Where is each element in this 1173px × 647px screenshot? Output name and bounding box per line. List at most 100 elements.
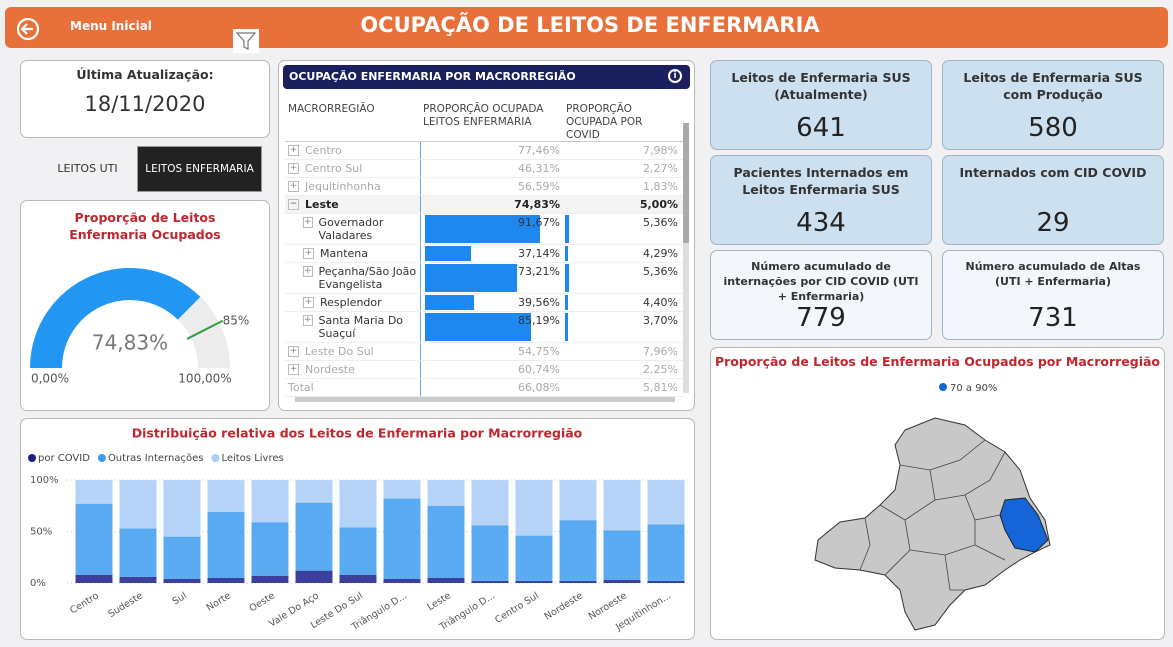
cell: 2,27% <box>563 160 681 177</box>
cell-value: 7,96% <box>643 345 678 358</box>
row-header: + Mantena <box>285 245 420 262</box>
info-icon[interactable]: i <box>668 69 682 83</box>
row-label: Leste Do Sul <box>305 345 374 358</box>
table-row: + Jequitinhonha 56,59% 1,83% <box>285 178 685 196</box>
table-row: + Leste Do Sul 54,75% 7,96% <box>285 343 685 361</box>
data-bar <box>565 264 570 292</box>
cell-value: 77,46% <box>518 144 560 157</box>
cell: 5,36% <box>563 214 681 244</box>
expand-icon[interactable]: + <box>288 181 299 192</box>
row-label: Resplendor <box>320 296 382 309</box>
cell-value: 2,27% <box>643 162 678 175</box>
row-label: Total <box>288 381 314 394</box>
kpi-value: 731 <box>1028 303 1078 333</box>
data-bar <box>425 215 540 243</box>
table-title: OCUPAÇÃO ENFERMARIA POR MACRORREGIÃO <box>289 70 576 83</box>
cell: 1,83% <box>563 178 681 195</box>
cell: 46,31% <box>420 160 563 177</box>
kpi-title: Número acumulado de Altas (UTI + Enferma… <box>965 260 1141 288</box>
cell: 3,70% <box>563 312 681 342</box>
row-header: + Nordeste <box>285 361 420 378</box>
table-row: Total 66,08% 5,81% <box>285 379 685 397</box>
cell: 7,98% <box>563 142 681 159</box>
expand-icon[interactable]: + <box>303 266 313 277</box>
table-row: + Peçanha/São João Evangelista 73,21% 5,36% <box>285 263 685 294</box>
cell: 5,36% <box>563 263 681 293</box>
table-row: + Nordeste 60,74% 2,25% <box>285 361 685 379</box>
toggle-option[interactable]: LEITOS UTI <box>57 162 118 175</box>
kpi-card: Número acumulado de Altas (UTI + Enferma… <box>942 250 1164 340</box>
table-row: + Resplendor 39,56% 4,40% <box>285 294 685 312</box>
cell: 66,08% <box>420 379 563 396</box>
table-card: OCUPAÇÃO ENFERMARIA POR MACRORREGIÃO i M… <box>278 60 695 411</box>
cell-value: 73,21% <box>518 265 560 278</box>
column-header: PROPORÇÃO OCUPADA POR COVID <box>566 103 643 141</box>
data-bar <box>425 313 532 341</box>
expand-icon[interactable]: + <box>303 248 314 259</box>
cell-value: 7,98% <box>643 144 678 157</box>
h-scrollbar[interactable] <box>295 397 675 402</box>
expand-icon[interactable]: − <box>288 199 299 210</box>
cell: 4,29% <box>563 245 681 262</box>
cell-value: 4,40% <box>643 296 678 309</box>
row-header: + Jequitinhonha <box>285 178 420 195</box>
cell: 85,19% <box>420 312 563 342</box>
cell-value: 3,70% <box>643 314 678 327</box>
row-label: Nordeste <box>305 363 355 376</box>
cell: 7,96% <box>563 343 681 360</box>
kpi-title: Leitos de Enfermaria SUS (Atualmente) <box>731 70 911 102</box>
expand-icon[interactable]: + <box>288 364 299 375</box>
scroll-thumb[interactable] <box>683 123 689 243</box>
expand-icon[interactable]: + <box>288 346 299 357</box>
kpi-title: Pacientes Internados em Leitos Enfermari… <box>733 165 909 197</box>
back-icon[interactable] <box>16 17 40 41</box>
last-update-card: Última Atualização: 18/11/2020 <box>20 60 270 138</box>
row-label: Centro Sul <box>305 162 363 175</box>
expand-icon[interactable]: + <box>303 315 313 326</box>
cell-value: 85,19% <box>518 314 560 327</box>
kpi-card: Leitos de Enfermaria SUS com Produção 580 <box>942 60 1164 150</box>
expand-icon[interactable]: + <box>288 163 299 174</box>
cell: 60,74% <box>420 361 563 378</box>
cell-value: 2,25% <box>643 363 678 376</box>
data-bar <box>565 295 569 310</box>
table-row: + Centro Sul 46,31% 2,27% <box>285 160 685 178</box>
kpi-value: 779 <box>796 303 846 333</box>
expand-icon[interactable]: + <box>303 297 314 308</box>
map-card: Proporção de Leitos de Enfermaria Ocupad… <box>710 347 1165 640</box>
cell: 4,40% <box>563 294 681 311</box>
cell-value: 56,59% <box>518 180 560 193</box>
cell-value: 5,36% <box>643 216 678 229</box>
cell-value: 5,81% <box>643 381 678 394</box>
cell: 74,83% <box>420 196 563 213</box>
row-header: + Santa Maria Do Suaçuí <box>285 312 420 342</box>
last-update-date: 18/11/2020 <box>84 92 206 116</box>
scrollbar[interactable] <box>683 123 689 393</box>
data-bar <box>565 246 569 261</box>
expand-icon[interactable]: + <box>288 145 299 156</box>
row-header: Total <box>285 379 420 396</box>
kpi-value: 29 <box>1036 208 1070 238</box>
toggle-option[interactable]: LEITOS ENFERMARIA <box>137 146 262 192</box>
expand-icon[interactable]: + <box>303 217 313 228</box>
cell: 54,75% <box>420 343 563 360</box>
row-label: Centro <box>305 144 342 157</box>
menu-link[interactable]: Menu Inicial <box>70 19 152 33</box>
kpi-card: Pacientes Internados em Leitos Enfermari… <box>710 155 932 245</box>
cell: 2,25% <box>563 361 681 378</box>
row-header: + Leste Do Sul <box>285 343 420 360</box>
page-title: OCUPAÇÃO DE LEITOS DE ENFERMARIA <box>360 13 820 37</box>
row-header: + Peçanha/São João Evangelista <box>285 263 420 293</box>
data-bar <box>565 215 570 243</box>
kpi-value: 641 <box>796 113 846 143</box>
cell: 5,00% <box>563 196 681 213</box>
cell-value: 54,75% <box>518 345 560 358</box>
cell: 77,46% <box>420 142 563 159</box>
filter-button[interactable] <box>233 29 259 53</box>
cell-value: 37,14% <box>518 247 560 260</box>
gauge-card: Proporção de Leitos Enfermaria Ocupados <box>20 200 270 411</box>
map-title: Proporção de Leitos de Enfermaria Ocupad… <box>714 354 1161 369</box>
row-label: Leste <box>305 198 339 211</box>
table-row: + Centro 77,46% 7,98% <box>285 142 685 160</box>
